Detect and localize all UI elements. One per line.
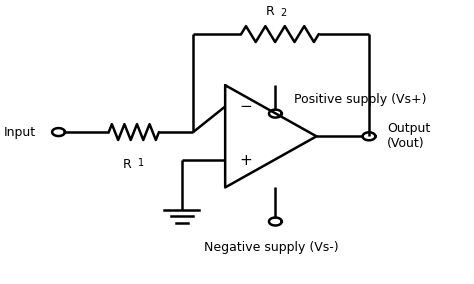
Text: Output
(Vout): Output (Vout) xyxy=(387,122,430,150)
Text: Positive supply (Vs+): Positive supply (Vs+) xyxy=(294,93,426,106)
Text: R: R xyxy=(123,158,132,171)
Text: −: − xyxy=(239,99,252,114)
Text: Input: Input xyxy=(4,126,36,139)
Text: R: R xyxy=(266,5,274,18)
Text: 2: 2 xyxy=(280,9,286,18)
Text: 1: 1 xyxy=(137,158,144,168)
Text: Negative supply (Vs-): Negative supply (Vs-) xyxy=(203,241,338,254)
Text: +: + xyxy=(239,153,252,168)
